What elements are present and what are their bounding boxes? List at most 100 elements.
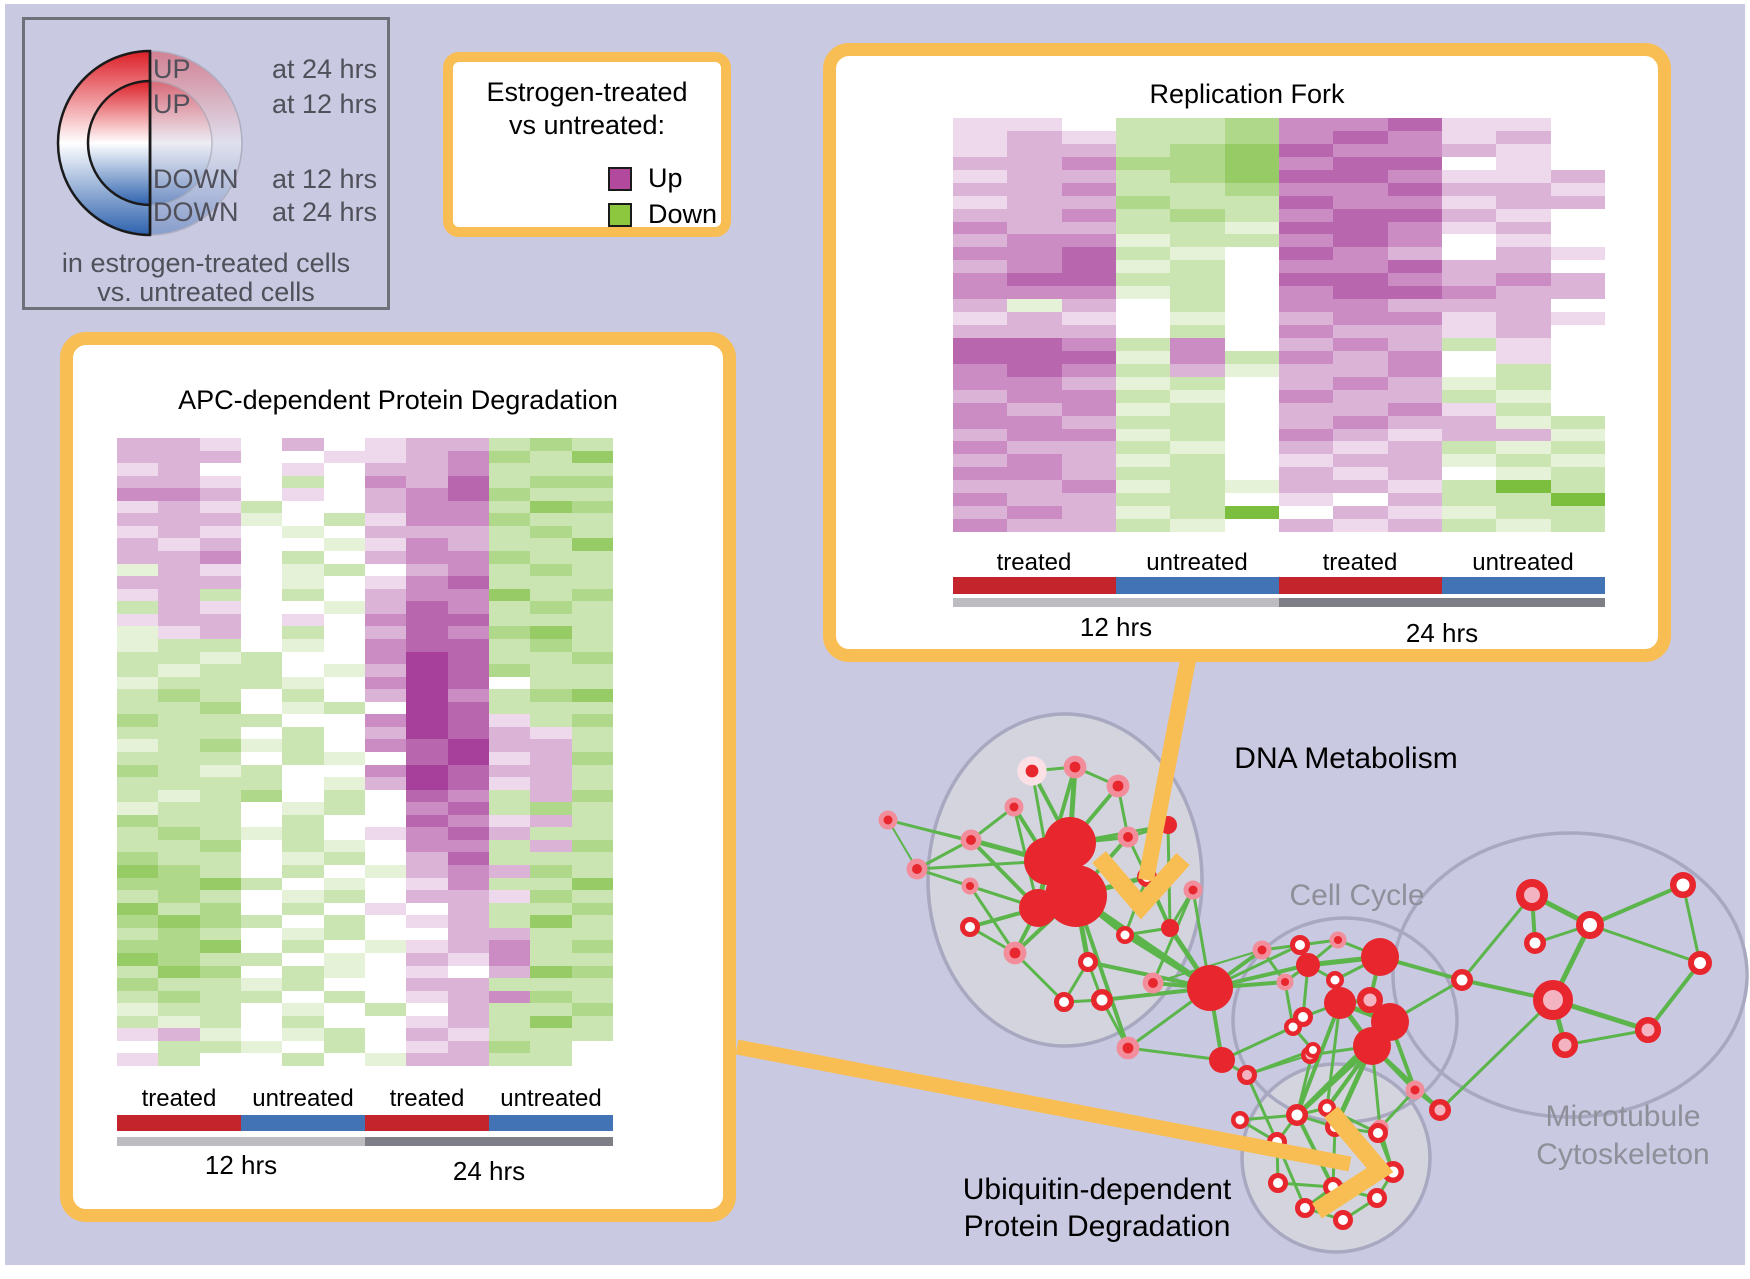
apc-12hrs-label: 12 hrs: [204, 1150, 278, 1180]
heatmap-cell: [323, 525, 365, 539]
heatmap-cell: [1170, 221, 1225, 235]
heatmap-cell: [323, 827, 365, 840]
heatmap-cell: [1007, 286, 1062, 300]
heatmap-cell: [447, 877, 489, 891]
legend-footer-line2: vs. untreated cells: [97, 277, 315, 307]
heatmap-cell: [530, 902, 572, 916]
heatmap-cell: [530, 450, 572, 464]
heatmap-cell: [364, 689, 407, 702]
heatmap-cell: [364, 952, 407, 966]
heatmap-cell: [1441, 441, 1497, 455]
heatmap-cell: [364, 551, 407, 564]
heatmap-cell: [447, 463, 489, 476]
heatmap-cell: [1224, 169, 1279, 183]
heatmap-cell: [1387, 493, 1442, 507]
heatmap-cell: [1278, 519, 1334, 532]
heatmap-cell: [447, 500, 489, 514]
heatmap-cell: [953, 454, 1008, 468]
apc-untreated-bar-12: [241, 1115, 365, 1131]
heatmap-cell: [117, 676, 159, 690]
heatmap-cell: [1115, 389, 1171, 403]
heatmap-cell: [406, 651, 448, 665]
heatmap-cell: [199, 940, 241, 953]
heatmap-cell: [323, 701, 365, 715]
heatmap-cell: [1115, 402, 1171, 416]
heatmap-cell: [1496, 325, 1551, 338]
heatmap-cell: [406, 814, 448, 828]
heatmap-cell: [571, 601, 613, 614]
heatmap-cell: [158, 475, 200, 489]
heatmap-cell: [1278, 480, 1334, 494]
heatmap-cell: [117, 789, 159, 803]
heatmap-cell: [1224, 350, 1279, 364]
heatmap-cell: [364, 488, 407, 501]
heatmap-cell: [1441, 467, 1497, 481]
heatmap-cell: [240, 714, 283, 727]
heatmap-cell: [447, 588, 489, 602]
heatmap-cell: [1007, 389, 1062, 403]
heatmap-cell: [571, 777, 613, 790]
heatmap-cell: [571, 852, 613, 866]
heatmap-cell: [1550, 182, 1605, 196]
heatmap-cell: [1170, 428, 1225, 442]
heatmap-cell: [447, 488, 489, 501]
heatmap-cell: [282, 1053, 324, 1066]
heatmap-cell: [1170, 402, 1225, 416]
heatmap-cell: [158, 488, 200, 501]
heatmap-cell: [1496, 299, 1551, 313]
heatmap-cell: [240, 990, 283, 1004]
heatmap-cell: [199, 450, 241, 464]
heatmap-cell: [364, 777, 407, 790]
heatmap-cell: [571, 927, 613, 941]
heatmap-cell: [1007, 402, 1062, 416]
heatmap-cell: [953, 325, 1008, 338]
heatmap-cell: [1224, 415, 1279, 429]
heatmap-cell: [199, 814, 241, 828]
heatmap-cell: [1170, 480, 1225, 494]
heatmap-cell: [447, 827, 489, 840]
heatmap-cell: [953, 169, 1008, 183]
heatmap-cell: [953, 480, 1008, 494]
heatmap-cell: [406, 877, 448, 891]
heatmap-cell: [1278, 467, 1334, 481]
heatmap-cell: [282, 613, 324, 627]
heatmap-cell: [1387, 169, 1442, 183]
heatmap-cell: [530, 852, 572, 866]
heatmap-cell: [1170, 299, 1225, 313]
heatmap-cell: [1387, 247, 1442, 261]
heatmap-cell: [571, 513, 613, 526]
heatmap-cell: [1333, 247, 1388, 261]
heatmap-cell: [240, 877, 283, 891]
heatmap-cell: [571, 475, 613, 489]
heatmap-cell: [282, 1003, 324, 1016]
heatmap-cell: [1550, 506, 1605, 520]
heatmap-cell: [488, 852, 531, 866]
heatmap-cell: [199, 764, 241, 778]
heatmap-cell: [1061, 493, 1116, 507]
heatmap-cell: [447, 952, 489, 966]
heatmap-cell: [323, 613, 365, 627]
rf-group-label-2: untreated: [1146, 549, 1248, 576]
heatmap-cell: [282, 890, 324, 903]
heatmap-cell: [1550, 169, 1605, 183]
heatmap-cell: [530, 488, 572, 501]
heatmap-cell: [158, 927, 200, 941]
heatmap-cell: [158, 739, 200, 752]
heatmap-cell: [1333, 130, 1388, 144]
heatmap-cell: [364, 978, 407, 991]
heatmap-cell: [406, 438, 448, 451]
heatmap-cell: [571, 877, 613, 891]
heatmap-cell: [488, 601, 531, 614]
heatmap-cell: [1278, 234, 1334, 248]
apc-group-label-2: untreated: [252, 1085, 354, 1112]
rf-group-label-4: untreated: [1472, 549, 1574, 576]
heatmap-cell: [1170, 454, 1225, 468]
heatmap-cell: [953, 312, 1008, 325]
heatmap-cell: [1115, 169, 1171, 183]
heatmap-cell: [1007, 519, 1062, 532]
heatmap-cell: [1170, 389, 1225, 403]
heatmap-cell: [282, 538, 324, 552]
heatmap-cell: [530, 865, 572, 878]
heatmap-cell: [447, 651, 489, 665]
heatmap-cell: [364, 500, 407, 514]
